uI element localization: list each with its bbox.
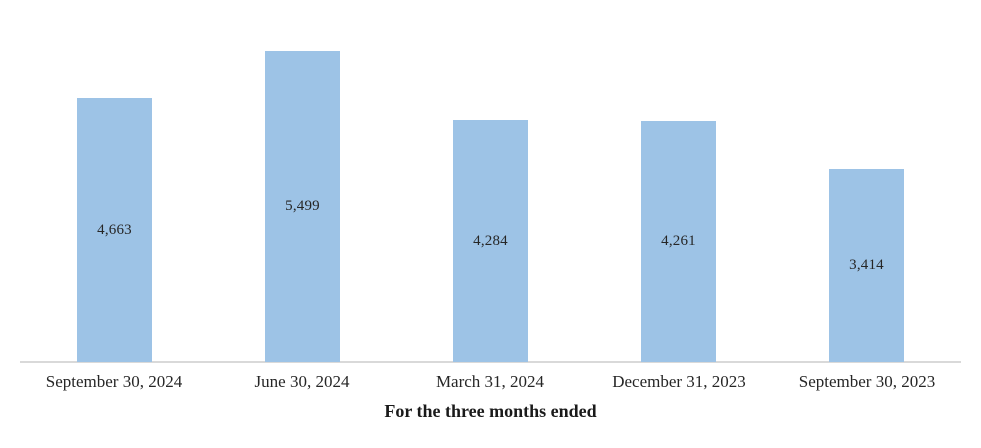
bar-2: 5,499 [265,51,340,362]
bar-value-label: 4,261 [661,233,696,249]
x-axis-title: For the three months ended [384,401,597,421]
x-tick-label-5: September 30, 2023 [798,372,936,391]
bar-4: 4,261 [641,121,716,362]
bar-value-label: 4,663 [97,221,132,238]
bar-value-label: 3,414 [849,257,884,273]
x-tick-label-3: March 31, 2024 [435,372,545,391]
x-tick-label-2: June 30, 2024 [254,372,350,391]
bar-3: 4,284 [453,120,528,362]
bar-1: 4,663 [77,98,152,362]
x-tick-label-1: September 30, 2024 [45,372,183,391]
x-axis-line [20,361,961,363]
bar-value-label: 4,284 [473,232,508,249]
bar-value-label: 5,499 [285,198,320,214]
bar-5: 3,414 [829,169,904,362]
x-tick-label-4: December 31, 2023 [612,372,746,391]
